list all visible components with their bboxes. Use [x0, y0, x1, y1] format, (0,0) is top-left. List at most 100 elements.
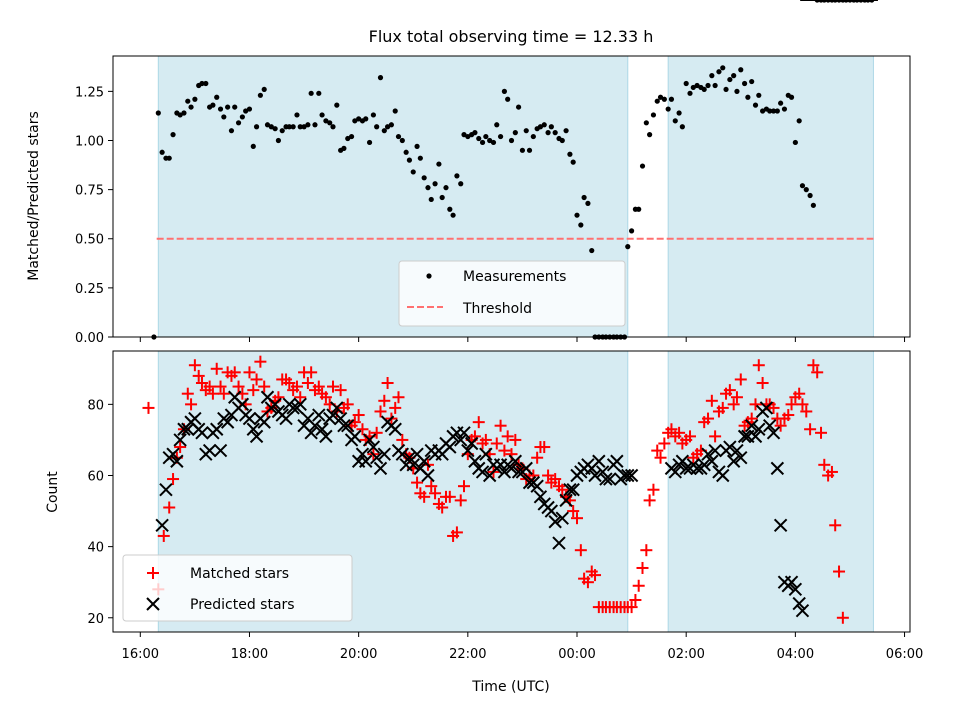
predicted-point — [679, 461, 693, 476]
matched-point — [632, 579, 645, 592]
predicted-point — [522, 475, 537, 490]
predicted-point — [213, 443, 228, 458]
predicted-point — [406, 458, 420, 472]
matched-point — [214, 380, 227, 393]
measurement-point — [552, 130, 558, 136]
predicted-point — [511, 465, 526, 479]
measurement-point — [286, 124, 292, 130]
measurement-point — [589, 247, 595, 254]
measurement-point — [643, 120, 649, 126]
predicted-point — [705, 454, 719, 468]
matched-point — [210, 362, 223, 375]
matched-point — [793, 387, 806, 400]
matched-point — [774, 419, 787, 432]
matched-point — [815, 426, 828, 439]
measurement-point — [625, 244, 631, 250]
measurement-point — [221, 114, 227, 120]
y-tick-label: 0.25 — [75, 282, 104, 297]
y-tick-label: 1.25 — [75, 85, 104, 100]
matched-point — [490, 437, 503, 450]
predicted-point — [788, 582, 803, 597]
predicted-point — [744, 418, 759, 433]
predicted-point — [268, 397, 282, 412]
measurement-point — [377, 75, 384, 81]
predicted-point — [708, 443, 722, 458]
measurement-point — [410, 169, 416, 175]
measurement-point — [159, 149, 165, 155]
matched-point — [665, 423, 678, 436]
measurement-point — [687, 90, 693, 96]
measurement-point — [188, 104, 194, 110]
matched-point — [250, 373, 263, 386]
measurement-point — [628, 228, 635, 234]
measurement-point — [767, 108, 773, 114]
matched-point — [411, 476, 424, 489]
predicted-point — [599, 472, 613, 486]
measurement-point — [327, 120, 333, 126]
measurement-point — [727, 76, 733, 83]
measurement-point — [192, 96, 198, 102]
measurement-point — [356, 116, 362, 122]
measurement-point — [345, 135, 351, 142]
measurement-point — [330, 124, 336, 130]
measurement-point — [414, 143, 420, 149]
predicted-point — [377, 447, 392, 461]
measurement-point — [756, 92, 762, 98]
predicted-point — [504, 461, 519, 476]
measurement-point — [458, 181, 464, 187]
measurement-point — [734, 88, 740, 94]
matched-point — [709, 430, 722, 443]
matched-point — [142, 401, 155, 414]
matched-point — [326, 380, 339, 393]
predicted-point — [497, 465, 512, 479]
measurement-point — [548, 124, 554, 130]
predicted-point — [166, 447, 180, 461]
predicted-point — [235, 397, 250, 412]
measurement-point — [450, 212, 456, 218]
measurement-point — [665, 106, 671, 112]
matched-point — [443, 490, 456, 503]
measurement-point — [341, 145, 347, 151]
predicted-point — [766, 426, 781, 440]
matched-point — [203, 380, 216, 393]
matched-point — [829, 519, 842, 532]
measurement-point — [235, 120, 242, 126]
predicted-point — [479, 447, 493, 461]
matched-point — [811, 366, 824, 379]
top-axes-frame — [112, 55, 911, 338]
predicted-point — [304, 426, 318, 440]
measurement-point — [436, 161, 442, 167]
matched-point — [247, 384, 260, 397]
matched-point — [305, 366, 318, 379]
x-tick-label: 04:00 — [777, 647, 814, 662]
predicted-point — [170, 454, 184, 468]
matched-point — [556, 483, 569, 496]
matched-point — [625, 601, 638, 614]
matched-point — [796, 398, 809, 411]
predicted-point — [773, 518, 788, 532]
matched-point — [825, 465, 838, 478]
predicted-point — [319, 429, 333, 444]
measurement-point — [294, 112, 300, 118]
predicted-point — [330, 401, 344, 415]
matched-point — [167, 473, 180, 486]
predicted-point — [257, 415, 271, 429]
predicted-point — [748, 429, 763, 444]
measurement-point — [352, 118, 358, 124]
legend-predicted-marker — [146, 597, 160, 611]
matched-point — [206, 387, 219, 400]
y-tick-label: 1.00 — [75, 134, 104, 149]
measurement-point — [508, 137, 515, 144]
matched-point — [228, 366, 241, 379]
y-tick-label: 60 — [87, 469, 104, 484]
measurement-point — [661, 96, 667, 102]
measurement-point — [760, 108, 766, 114]
measurement-point — [261, 86, 267, 93]
predicted-point — [286, 401, 300, 415]
predicted-point — [559, 493, 573, 508]
measurement-point — [279, 128, 285, 134]
measurement-point — [479, 139, 486, 146]
matched-point — [290, 380, 303, 393]
matched-point — [730, 391, 743, 404]
matched-point — [312, 380, 325, 393]
